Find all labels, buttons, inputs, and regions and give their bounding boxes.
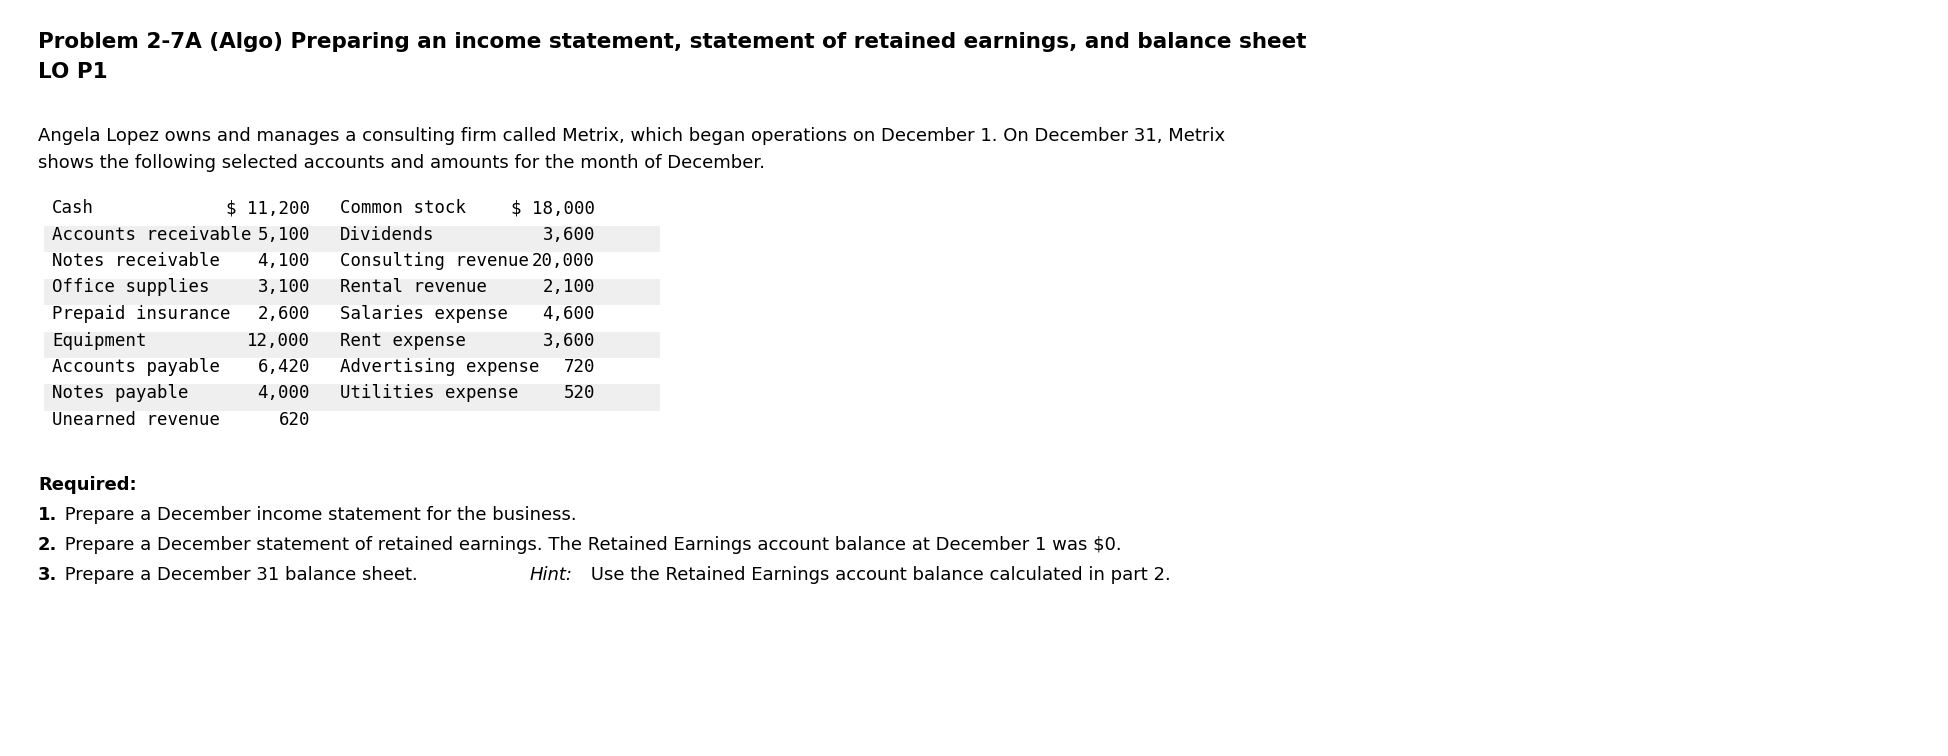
Text: Notes payable: Notes payable [53, 385, 189, 402]
Text: 2.: 2. [39, 535, 56, 553]
Bar [45, 411, 660, 438]
Text: Accounts receivable: Accounts receivable [53, 225, 251, 243]
Text: Rent expense: Rent expense [341, 331, 466, 349]
Text: Consulting revenue: Consulting revenue [341, 252, 530, 270]
Text: Unearned revenue: Unearned revenue [53, 411, 220, 429]
Text: 12,000: 12,000 [247, 331, 310, 349]
Text: 1.: 1. [39, 506, 56, 523]
Text: Notes receivable: Notes receivable [53, 252, 220, 270]
Text: 6,420: 6,420 [257, 358, 310, 376]
Bar [45, 199, 660, 225]
Text: Hint:: Hint: [530, 565, 573, 584]
Text: 2,600: 2,600 [257, 305, 310, 323]
Text: Problem 2-7A (Algo) Preparing an income statement, statement of retained earning: Problem 2-7A (Algo) Preparing an income … [39, 32, 1307, 52]
Text: 4,600: 4,600 [542, 305, 594, 323]
Text: 620: 620 [279, 411, 310, 429]
Bar [45, 225, 660, 252]
Text: 3,600: 3,600 [542, 331, 594, 349]
Text: 520: 520 [563, 385, 594, 402]
Bar [45, 331, 660, 358]
Text: Prepaid insurance: Prepaid insurance [53, 305, 230, 323]
Text: 20,000: 20,000 [532, 252, 594, 270]
Text: LO P1: LO P1 [39, 62, 107, 82]
Bar [45, 252, 660, 278]
Text: 2,100: 2,100 [542, 278, 594, 296]
Text: Accounts payable: Accounts payable [53, 358, 220, 376]
Text: 3,100: 3,100 [257, 278, 310, 296]
Text: Cash: Cash [53, 199, 94, 217]
Text: $ 11,200: $ 11,200 [226, 199, 310, 217]
Text: 4,100: 4,100 [257, 252, 310, 270]
Text: 720: 720 [563, 358, 594, 376]
Text: shows the following selected accounts and amounts for the month of December.: shows the following selected accounts an… [39, 154, 766, 172]
Text: Rental revenue: Rental revenue [341, 278, 487, 296]
Bar [45, 358, 660, 385]
Text: Angela Lopez owns and manages a consulting firm called Metrix, which began opera: Angela Lopez owns and manages a consulti… [39, 127, 1225, 145]
Text: 3.: 3. [39, 565, 56, 584]
Bar [45, 278, 660, 305]
Text: $ 18,000: $ 18,000 [510, 199, 594, 217]
Bar [45, 305, 660, 331]
Text: Equipment: Equipment [53, 331, 146, 349]
Text: Office supplies: Office supplies [53, 278, 210, 296]
Bar [45, 385, 660, 411]
Text: 3,600: 3,600 [542, 225, 594, 243]
Text: Common stock: Common stock [341, 199, 466, 217]
Text: Use the Retained Earnings account balance calculated in part 2.: Use the Retained Earnings account balanc… [584, 565, 1171, 584]
Text: Dividends: Dividends [341, 225, 434, 243]
Text: 5,100: 5,100 [257, 225, 310, 243]
Text: Advertising expense: Advertising expense [341, 358, 540, 376]
Text: 4,000: 4,000 [257, 385, 310, 402]
Text: Utilities expense: Utilities expense [341, 385, 518, 402]
Text: Required:: Required: [39, 476, 136, 494]
Text: Prepare a December income statement for the business.: Prepare a December income statement for … [58, 506, 577, 523]
Text: Salaries expense: Salaries expense [341, 305, 508, 323]
Text: Prepare a December 31 balance sheet.: Prepare a December 31 balance sheet. [58, 565, 423, 584]
Text: Prepare a December statement of retained earnings. The Retained Earnings account: Prepare a December statement of retained… [58, 535, 1122, 553]
